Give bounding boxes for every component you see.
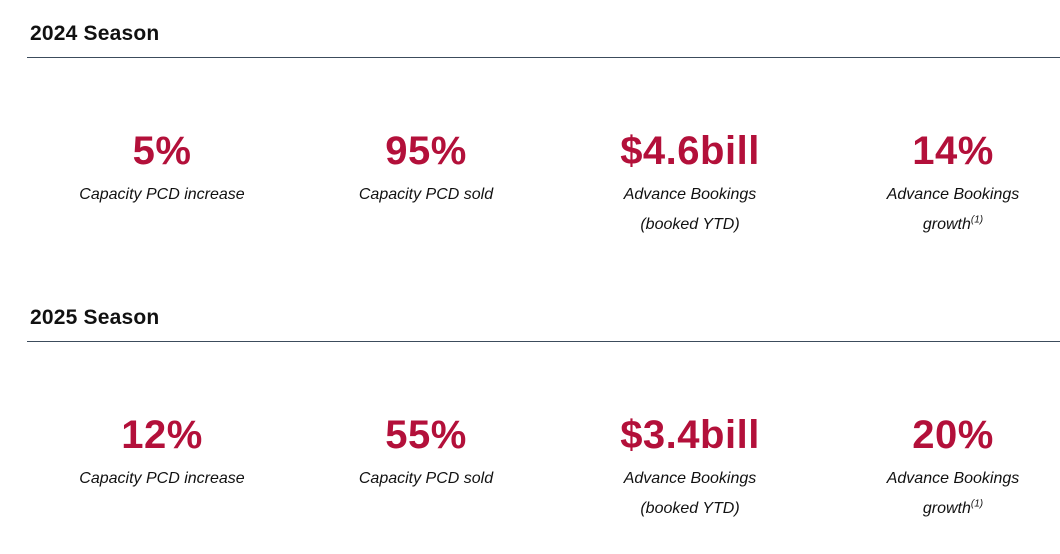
metric-capacity-pcd-sold: 95% Capacity PCD sold [294,128,558,210]
metric-label-line: (booked YTD) [640,500,740,517]
section-divider [27,57,1060,58]
metric-label: Advance Bookings (booked YTD) [558,180,822,240]
metric-label-text: growth [922,216,971,233]
season-2025-section: 2025 Season 12% Capacity PCD increase 55… [0,284,1060,554]
metric-value: $4.6bill [620,129,760,173]
metric-label-line: Advance Bookings [886,186,1020,203]
metric-label: Advance Bookings (booked YTD) [558,464,822,524]
metric-value: 55% [385,413,467,457]
metric-advance-bookings: $3.4bill Advance Bookings (booked YTD) [558,412,822,524]
season-title: 2024 Season [30,22,160,45]
metric-label-line: Capacity PCD increase [79,186,245,203]
metric-label: Capacity PCD sold [294,464,558,494]
footnote-marker: (1) [970,214,984,226]
metric-value: $3.4bill [620,413,760,457]
metric-label-line: Capacity PCD sold [358,186,494,203]
metric-value: 5% [132,129,192,173]
section-divider [27,341,1060,342]
metric-label-line: Capacity PCD increase [79,470,245,487]
metric-value: 14% [912,129,994,173]
metric-capacity-pcd-increase: 12% Capacity PCD increase [30,412,294,494]
season-title: 2025 Season [30,306,160,329]
metric-label: Advance Bookings growth(1) [821,464,1060,524]
metric-label-line: (booked YTD) [640,216,740,233]
metric-advance-bookings-growth: 20% Advance Bookings growth(1) [821,412,1060,524]
metric-value: 20% [912,413,994,457]
metric-capacity-pcd-increase: 5% Capacity PCD increase [30,128,294,210]
metric-capacity-pcd-sold: 55% Capacity PCD sold [294,412,558,494]
metric-label-line: growth(1) [857,210,1049,240]
metric-label: Capacity PCD increase [30,464,294,494]
metric-label-line: growth(1) [857,494,1049,524]
metric-label-text: growth [922,500,971,517]
metric-label: Capacity PCD sold [294,180,558,210]
metric-label-line: Advance Bookings [886,470,1020,487]
season-2024-section: 2024 Season 5% Capacity PCD increase 95%… [0,0,1060,270]
metric-value: 12% [121,413,203,457]
metric-label-line: Capacity PCD sold [358,470,494,487]
metric-advance-bookings: $4.6bill Advance Bookings (booked YTD) [558,128,822,240]
footnote-marker: (1) [970,498,984,510]
metric-advance-bookings-growth: 14% Advance Bookings growth(1) [821,128,1060,240]
metric-label: Capacity PCD increase [30,180,294,210]
metric-label: Advance Bookings growth(1) [821,180,1060,240]
metric-label-line: Advance Bookings [623,470,757,487]
metric-value: 95% [385,129,467,173]
metric-label-line: Advance Bookings [623,186,757,203]
